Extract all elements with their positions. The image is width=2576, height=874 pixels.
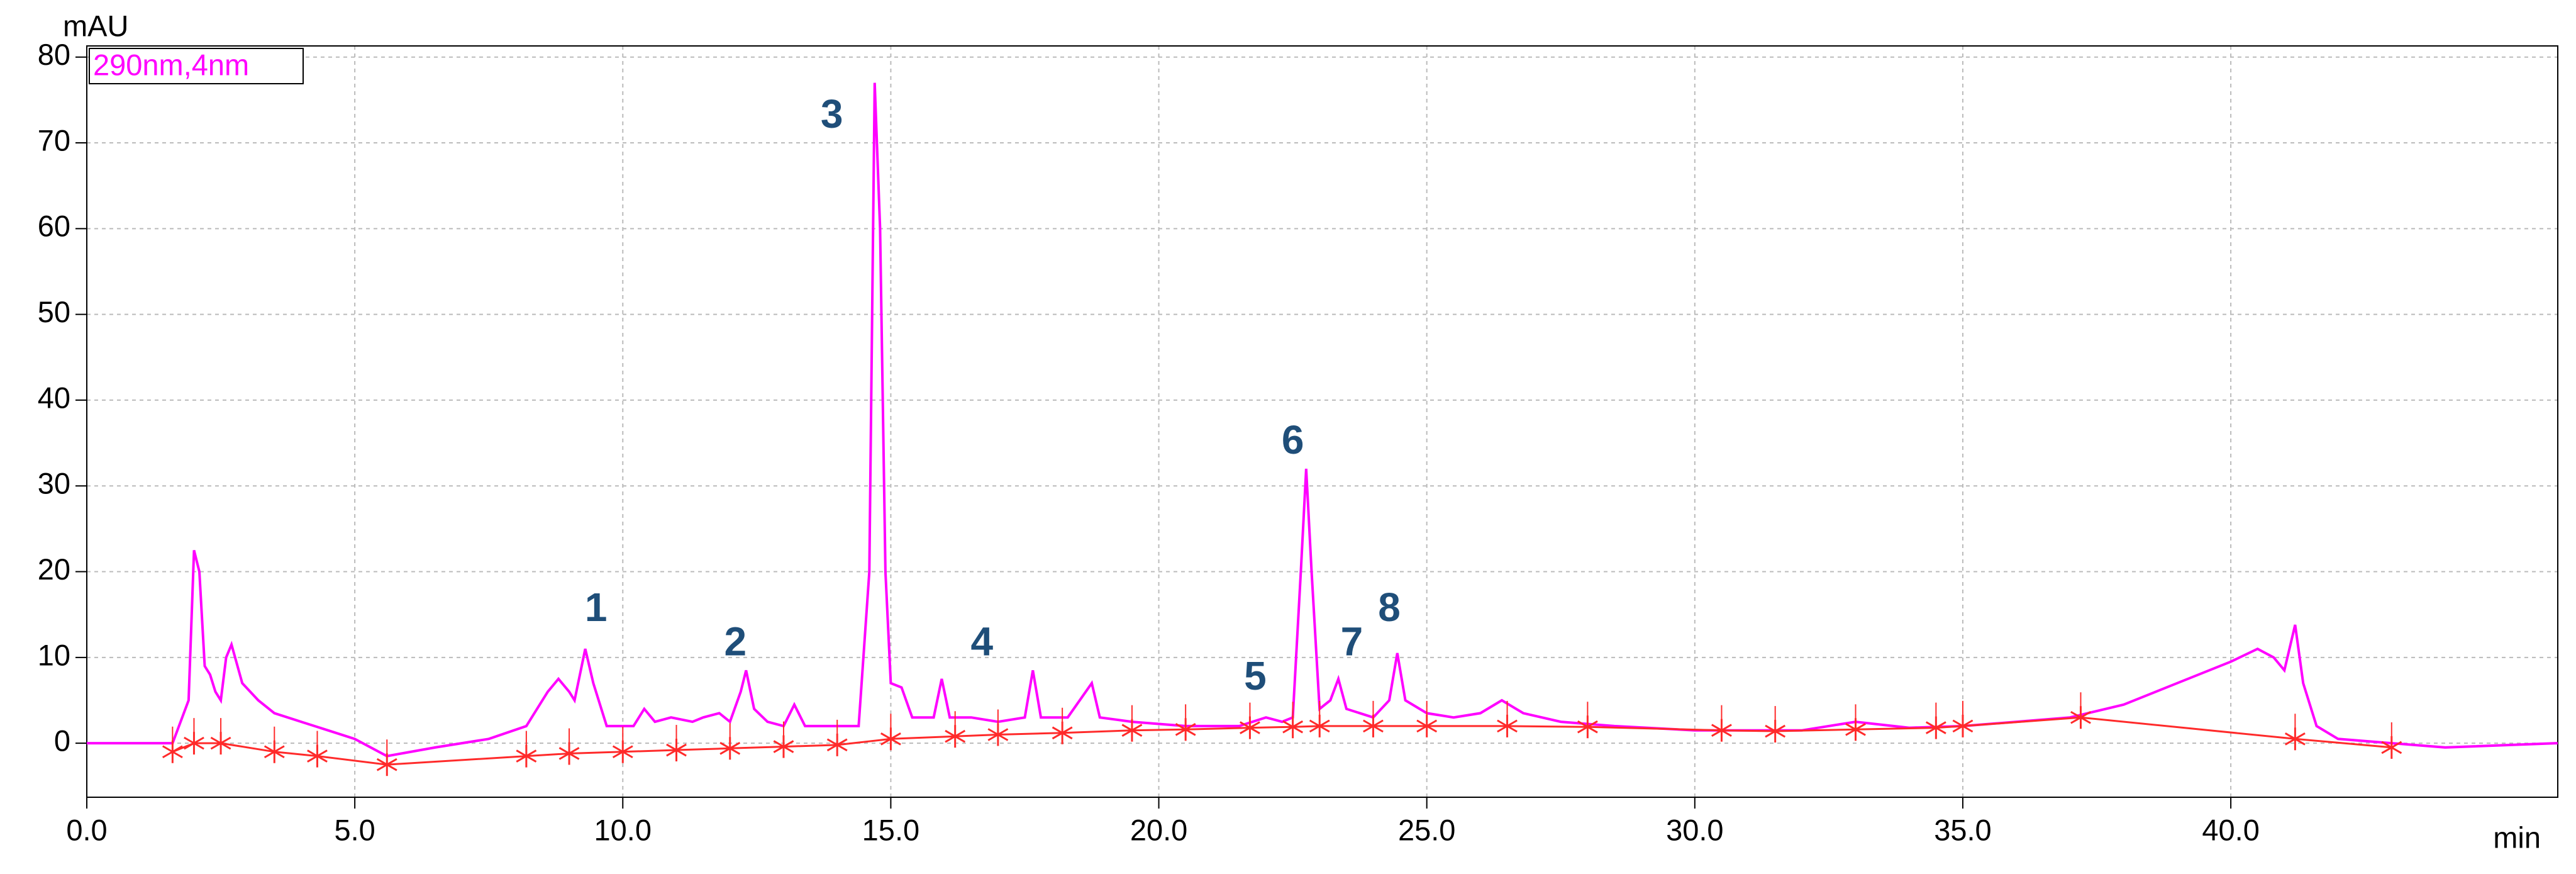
plot-frame — [86, 45, 2558, 798]
peak-label: 4 — [971, 619, 994, 664]
x-tick-label: 30.0 — [1666, 813, 1723, 846]
y-tick-label: 80 — [38, 38, 70, 71]
x-tick-label: 10.0 — [594, 813, 652, 846]
y-tick-label: 70 — [38, 123, 70, 157]
x-tick-label: 35.0 — [1934, 813, 1991, 846]
x-axis-label: min — [2493, 821, 2541, 854]
y-tick-label: 0 — [54, 724, 70, 758]
trace — [87, 82, 2558, 758]
peak-label: 2 — [724, 619, 747, 664]
x-tick-label: 5.0 — [334, 813, 375, 846]
y-tick-label: 50 — [38, 295, 70, 328]
peak-label: 5 — [1244, 653, 1267, 698]
x-tick-label: 0.0 — [66, 813, 107, 846]
peak-label: 3 — [821, 91, 843, 137]
peak-label: 6 — [1282, 417, 1304, 462]
peak-label: 8 — [1378, 585, 1401, 630]
x-tick-label: 25.0 — [1398, 813, 1455, 846]
legend-box — [89, 48, 304, 84]
baseline — [172, 716, 2392, 766]
x-tick-label: 20.0 — [1130, 813, 1187, 846]
legend-label: 290nm,4nm — [93, 48, 249, 81]
x-tick-label: 40.0 — [2202, 813, 2259, 846]
y-tick-label: 30 — [38, 467, 70, 500]
y-tick-label: 40 — [38, 381, 70, 414]
y-tick-label: 20 — [38, 552, 70, 586]
peak-label: 1 — [585, 585, 608, 630]
peak-label: 7 — [1341, 619, 1363, 664]
y-tick-label: 60 — [38, 210, 70, 243]
x-tick-label: 15.0 — [862, 813, 919, 846]
y-tick-label: 10 — [38, 638, 70, 671]
y-axis-label: mAU — [63, 9, 128, 42]
